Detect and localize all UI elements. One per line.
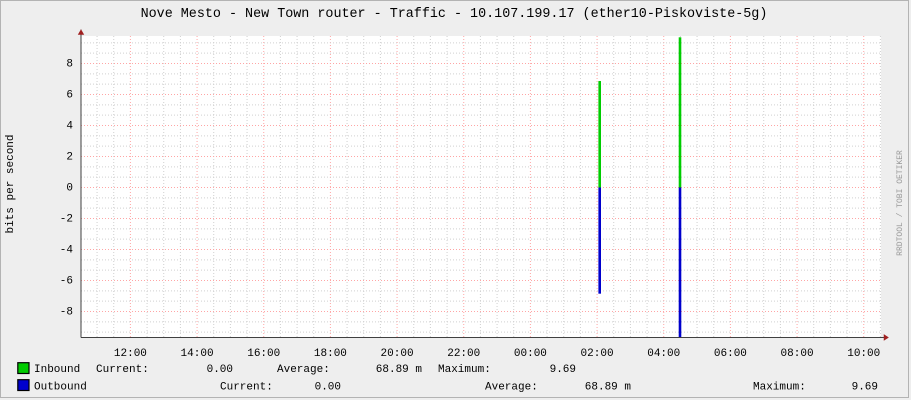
svg-text:Nove Mesto - New Town router -: Nove Mesto - New Town router - Traffic -… [141,7,768,22]
svg-text:-4: -4 [60,245,74,257]
svg-text:Inbound: Inbound [34,364,80,376]
svg-text:Maximum:: Maximum: [438,364,491,376]
svg-text:14:00: 14:00 [181,348,214,360]
svg-text:RRDTOOL / TOBI OETIKER: RRDTOOL / TOBI OETIKER [896,150,905,256]
svg-text:-2: -2 [60,214,73,226]
svg-text:18:00: 18:00 [314,348,347,360]
svg-text:68.89 m: 68.89 m [376,364,423,376]
svg-text:Outbound: Outbound [34,382,87,394]
svg-text:8: 8 [66,59,73,71]
svg-text:0: 0 [66,183,73,195]
svg-text:Maximum:: Maximum: [753,382,806,394]
svg-text:-8: -8 [60,307,73,319]
svg-text:bits per second: bits per second [5,134,17,233]
svg-text:16:00: 16:00 [247,348,280,360]
svg-text:0.00: 0.00 [315,382,341,394]
svg-text:68.89 m: 68.89 m [585,382,632,394]
svg-text:Current:: Current: [96,364,149,376]
svg-text:12:00: 12:00 [114,348,147,360]
svg-text:4: 4 [66,121,73,133]
svg-text:22:00: 22:00 [447,348,480,360]
svg-text:0.00: 0.00 [207,364,233,376]
svg-text:Average:: Average: [485,382,538,394]
svg-text:20:00: 20:00 [381,348,414,360]
svg-text:Average:: Average: [277,364,330,376]
svg-text:00:00: 00:00 [514,348,547,360]
svg-text:10:00: 10:00 [847,348,880,360]
svg-text:2: 2 [66,152,73,164]
svg-text:9.69: 9.69 [550,364,576,376]
svg-text:06:00: 06:00 [714,348,747,360]
svg-text:-6: -6 [60,276,73,288]
svg-text:9.69: 9.69 [852,382,878,394]
svg-text:04:00: 04:00 [647,348,680,360]
svg-text:6: 6 [66,90,73,102]
svg-text:02:00: 02:00 [581,348,614,360]
svg-text:08:00: 08:00 [781,348,814,360]
svg-text:Current:: Current: [220,382,273,394]
